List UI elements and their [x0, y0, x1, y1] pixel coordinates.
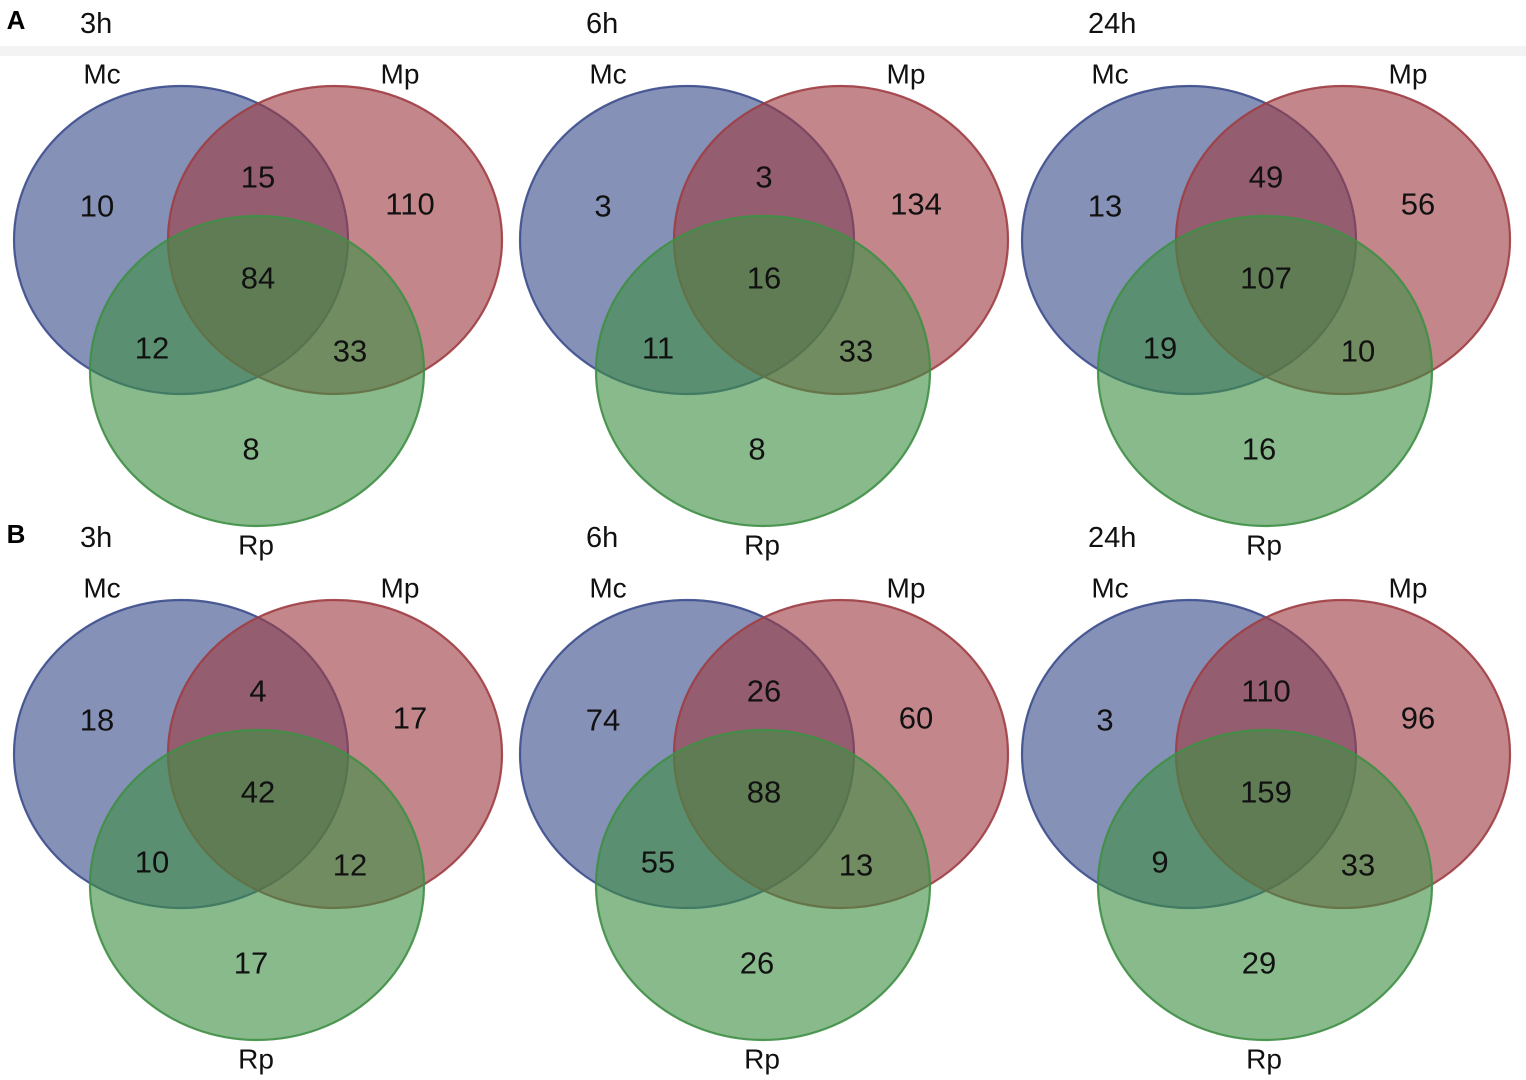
count-mc-only: 3	[1096, 703, 1113, 738]
time-label: 3h	[80, 522, 112, 554]
count-mc-rp: 55	[641, 845, 675, 880]
count-mc-only: 10	[80, 189, 114, 224]
set-label-mp: Mp	[887, 59, 926, 90]
count-mp-rp: 33	[1341, 848, 1375, 883]
count-mc-only: 18	[80, 703, 114, 738]
count-mc-rp: 10	[135, 845, 169, 880]
count-mc-rp: 12	[135, 331, 169, 366]
time-label: 24h	[1088, 8, 1136, 40]
count-mp-rp: 13	[839, 848, 873, 883]
time-label: 6h	[586, 8, 618, 40]
time-label: 3h	[80, 8, 112, 40]
count-rp-only: 17	[234, 946, 268, 981]
count-mp-only: 134	[890, 187, 942, 222]
set-label-mp: Mp	[1389, 59, 1428, 90]
count-mp-rp: 33	[839, 334, 873, 369]
count-mp-only: 110	[385, 187, 434, 222]
set-label-rp: Rp	[744, 530, 780, 561]
count-mc-rp: 9	[1151, 845, 1168, 880]
count-mc-mp: 15	[241, 160, 275, 195]
count-mp-only: 60	[899, 701, 933, 736]
rp-circle	[88, 214, 426, 528]
venn-diagram: 24h Mc Mp Rp 3 110 96 159 9 33 29	[1020, 522, 1512, 1075]
panel-letter-b: B	[7, 519, 26, 549]
venn-diagram: 3h Mc Mp Rp 10 15 110 84 12 33 8	[12, 8, 504, 561]
count-mc-mp: 3	[755, 160, 772, 195]
count-mc-rp: 19	[1143, 331, 1177, 366]
time-label: 6h	[586, 522, 618, 554]
count-mp-rp: 33	[333, 334, 367, 369]
panel-b: B 3h Mc Mp Rp 18 4 17 42 10 12 17 6h Mc Mp Rp 74 26 60 88 55…	[7, 519, 1512, 1075]
set-label-mp: Mp	[381, 59, 420, 90]
count-rp-only: 8	[242, 432, 259, 467]
venn-diagram: 3h Mc Mp Rp 18 4 17 42 10 12 17	[12, 522, 504, 1075]
count-mc-only: 13	[1088, 189, 1122, 224]
count-rp-only: 8	[748, 432, 765, 467]
count-mc-rp: 11	[642, 331, 674, 366]
count-all-three: 159	[1240, 775, 1292, 810]
set-label-mc: Mc	[1091, 59, 1128, 90]
rp-circle	[1096, 728, 1434, 1042]
count-rp-only: 16	[1242, 432, 1276, 467]
count-all-three: 107	[1240, 261, 1292, 296]
count-all-three: 16	[747, 261, 781, 296]
count-all-three: 84	[241, 261, 275, 296]
set-label-mp: Mp	[887, 573, 926, 604]
set-label-rp: Rp	[744, 1044, 780, 1075]
count-mc-mp: 26	[747, 674, 781, 709]
rp-circle	[88, 728, 426, 1042]
count-mc-mp: 110	[1241, 674, 1290, 709]
count-mp-rp: 10	[1341, 334, 1375, 369]
venn-diagram: 24h Mc Mp Rp 13 49 56 107 19 10 16	[1020, 8, 1512, 561]
set-label-mc: Mc	[83, 59, 120, 90]
set-label-mp: Mp	[381, 573, 420, 604]
count-all-three: 88	[747, 775, 781, 810]
set-label-mp: Mp	[1389, 573, 1428, 604]
rp-circle	[594, 728, 932, 1042]
set-label-rp: Rp	[1246, 1044, 1282, 1075]
count-mc-mp: 4	[249, 674, 266, 709]
set-label-mc: Mc	[83, 573, 120, 604]
count-mc-mp: 49	[1249, 160, 1283, 195]
venn-diagram: 6h Mc Mp Rp 74 26 60 88 55 13 26	[518, 522, 1010, 1075]
count-rp-only: 29	[1242, 946, 1276, 981]
count-mp-only: 56	[1401, 187, 1435, 222]
count-mp-rp: 12	[333, 848, 367, 883]
count-mp-only: 96	[1401, 701, 1435, 736]
set-label-rp: Rp	[1246, 530, 1282, 561]
set-label-rp: Rp	[238, 1044, 274, 1075]
top-band	[0, 46, 1526, 56]
rp-circle	[1096, 214, 1434, 528]
count-all-three: 42	[241, 775, 275, 810]
count-mc-only: 74	[586, 703, 620, 738]
time-label: 24h	[1088, 522, 1136, 554]
count-mp-only: 17	[393, 701, 427, 736]
panel-letter-a: A	[7, 5, 26, 35]
set-label-rp: Rp	[238, 530, 274, 561]
set-label-mc: Mc	[589, 573, 626, 604]
set-label-mc: Mc	[589, 59, 626, 90]
count-rp-only: 26	[740, 946, 774, 981]
count-mc-only: 3	[594, 189, 611, 224]
rp-circle	[594, 214, 932, 528]
set-label-mc: Mc	[1091, 573, 1128, 604]
